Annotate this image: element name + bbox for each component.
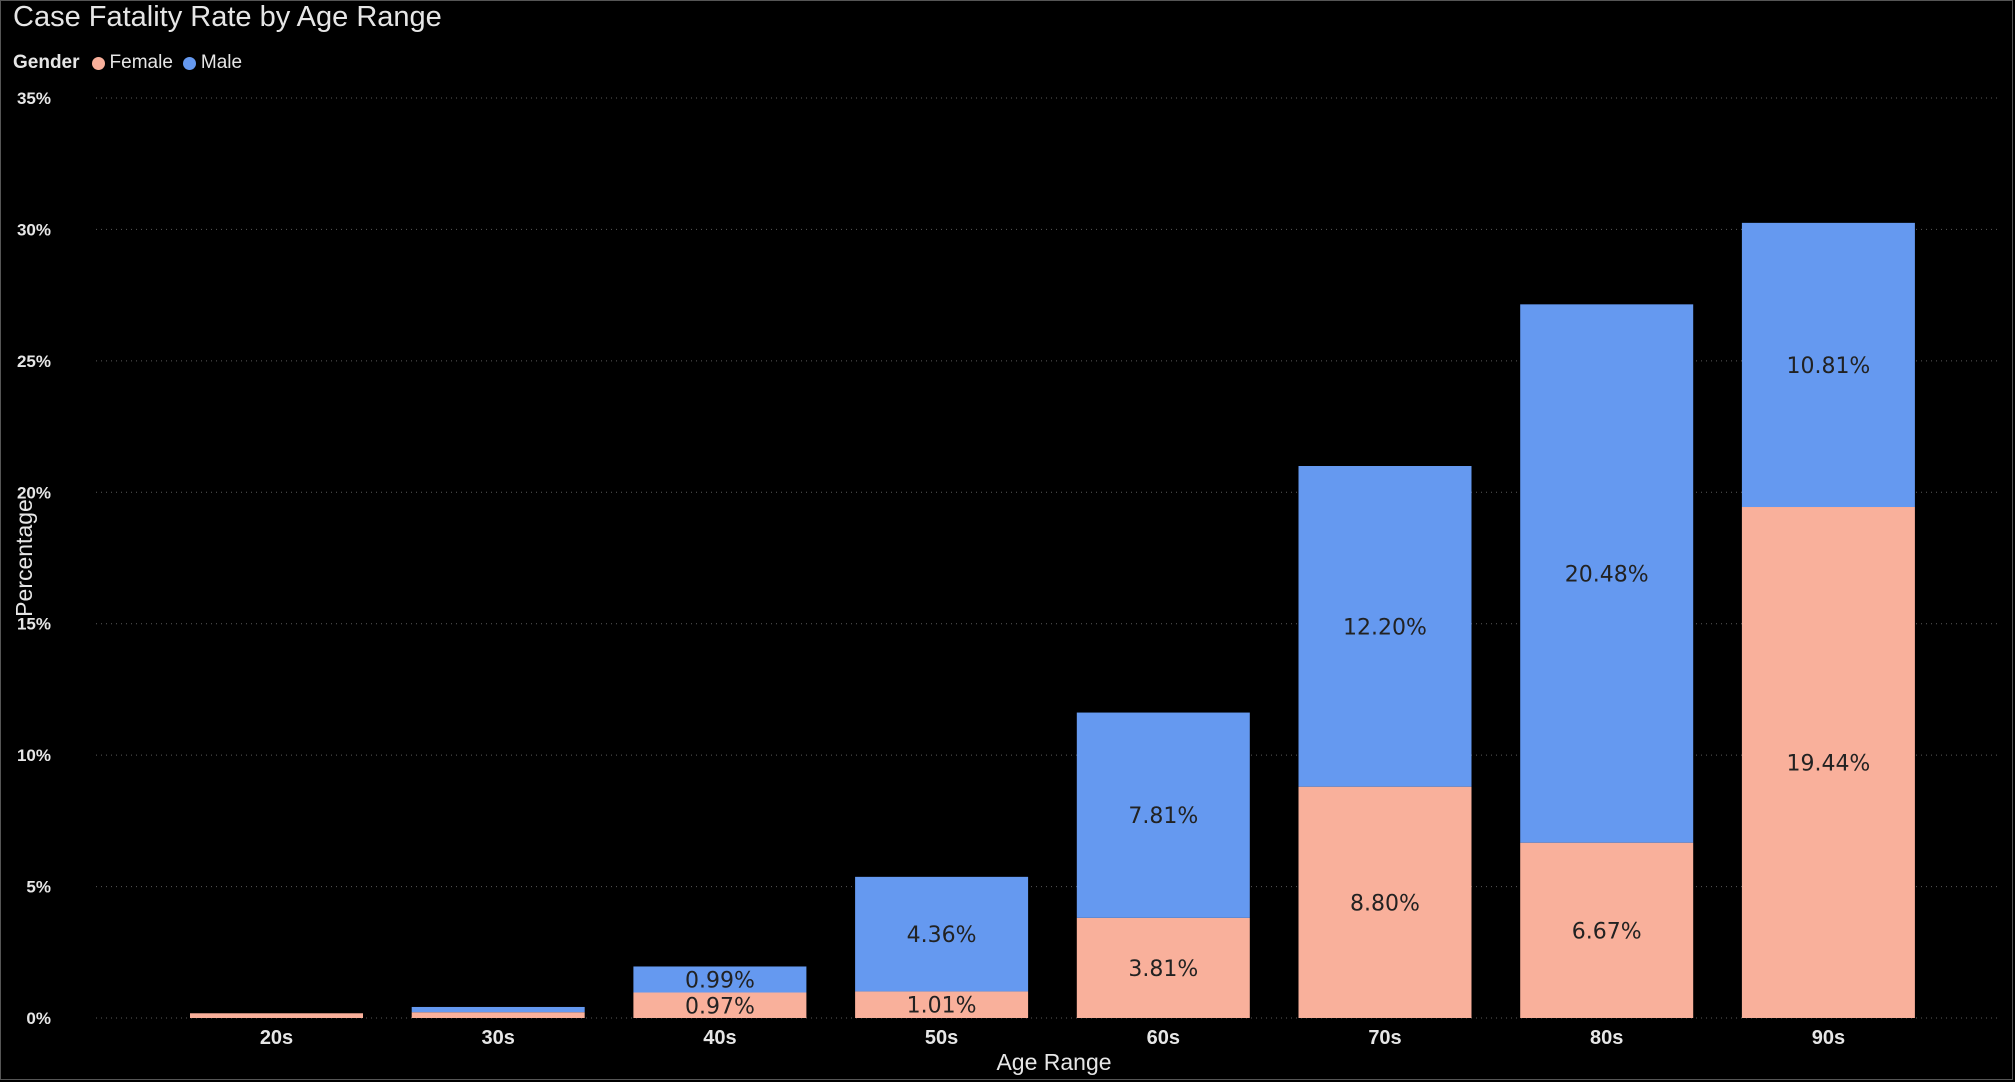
data-label: 12.20%: [1343, 615, 1427, 640]
data-label: 7.81%: [1128, 804, 1198, 829]
bar-female: [190, 1013, 363, 1018]
bar-male: [411, 1006, 585, 1013]
x-tick-label: 70s: [1368, 1027, 1401, 1049]
bar-female: [1076, 917, 1250, 1018]
y-tick-label: 25%: [17, 352, 51, 371]
bar-male: [1298, 466, 1472, 787]
data-label: 0.99%: [685, 968, 755, 993]
x-tick-label: 50s: [925, 1027, 958, 1049]
y-tick-label: 35%: [17, 89, 51, 108]
y-tick-label: 20%: [17, 483, 51, 502]
y-tick-label: 5%: [26, 878, 51, 897]
bar-male: [1741, 222, 1915, 508]
data-label: 1.01%: [907, 994, 977, 1019]
x-axis-title: Age Range: [996, 1049, 1111, 1075]
legend-label-male: Male: [200, 52, 243, 73]
y-tick-label: 15%: [17, 615, 51, 634]
data-label: 3.81%: [1128, 957, 1198, 982]
legend-item-male[interactable]: Male: [182, 52, 243, 74]
bar-male: [855, 876, 1029, 992]
data-label: 0.97%: [685, 994, 755, 1019]
legend-label-female: Female: [109, 52, 173, 73]
bar-male: [1076, 712, 1250, 918]
bar-female: [1520, 842, 1694, 1018]
bar-male: [1520, 304, 1694, 843]
data-label: 10.81%: [1786, 354, 1870, 379]
data-label: 19.44%: [1786, 752, 1870, 777]
y-tick-label: 30%: [17, 220, 51, 239]
bar-female: [633, 992, 807, 1018]
x-tick-label: 20s: [260, 1027, 293, 1049]
y-tick-label: 0%: [26, 1009, 51, 1028]
legend-swatch-female: [91, 56, 105, 70]
bar-male: [633, 966, 807, 993]
x-tick-label: 60s: [1147, 1027, 1180, 1049]
legend-item-female[interactable]: Female: [91, 52, 173, 74]
bar-female: [411, 1012, 585, 1018]
x-tick-label: 30s: [482, 1027, 515, 1049]
data-label: 8.80%: [1350, 891, 1420, 916]
data-label: 20.48%: [1565, 563, 1649, 588]
legend-swatch-male: [182, 56, 196, 70]
data-label: 6.67%: [1572, 919, 1642, 944]
y-axis-title: Percentage: [11, 499, 37, 617]
bar-female: [855, 991, 1029, 1018]
x-tick-label: 40s: [703, 1027, 736, 1049]
bar-female: [1741, 507, 1915, 1018]
chart-title: Case Fatality Rate by Age Range: [13, 1, 442, 33]
bar-female: [1298, 786, 1472, 1018]
data-label: 4.36%: [907, 923, 977, 948]
legend-title: Gender: [13, 52, 80, 73]
x-tick-label: 80s: [1590, 1027, 1623, 1049]
x-tick-label: 90s: [1812, 1027, 1845, 1049]
y-tick-label: 10%: [17, 746, 51, 765]
legend: Gender Female Male: [13, 50, 252, 76]
